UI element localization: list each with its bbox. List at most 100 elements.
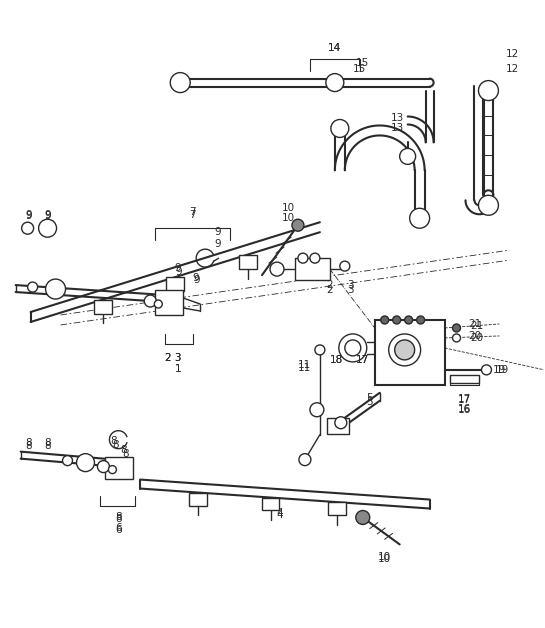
Text: 17: 17: [458, 395, 471, 405]
Text: 14: 14: [328, 43, 342, 53]
Text: 10: 10: [378, 553, 391, 563]
Circle shape: [399, 148, 416, 165]
Bar: [239, 254, 257, 269]
Circle shape: [395, 340, 415, 360]
Text: 3: 3: [348, 285, 354, 295]
Circle shape: [393, 316, 401, 324]
Bar: [262, 497, 280, 511]
Text: 9: 9: [192, 273, 198, 283]
Text: 13: 13: [391, 114, 404, 124]
Text: 3: 3: [348, 280, 354, 290]
Circle shape: [335, 417, 347, 429]
Text: 9: 9: [44, 210, 51, 220]
Text: 8: 8: [110, 436, 117, 446]
Circle shape: [326, 73, 344, 92]
Text: 11: 11: [298, 363, 312, 373]
Circle shape: [46, 279, 65, 299]
Circle shape: [345, 340, 361, 356]
Circle shape: [63, 456, 72, 465]
Text: 8: 8: [25, 438, 32, 448]
Text: 20: 20: [470, 333, 483, 343]
Circle shape: [452, 334, 461, 342]
Circle shape: [154, 300, 162, 308]
Text: 2: 2: [326, 280, 333, 290]
Text: 10: 10: [281, 203, 294, 214]
Text: 10: 10: [378, 555, 391, 565]
Text: 13: 13: [391, 124, 404, 134]
Circle shape: [292, 219, 304, 231]
Circle shape: [270, 262, 284, 276]
Circle shape: [404, 316, 413, 324]
Circle shape: [452, 324, 461, 332]
Text: 9: 9: [215, 227, 221, 237]
Text: 8: 8: [44, 441, 51, 451]
Text: 19: 19: [493, 365, 506, 375]
Text: 15: 15: [356, 58, 370, 68]
Text: 1: 1: [175, 364, 181, 374]
Bar: [327, 418, 349, 434]
Text: 15: 15: [353, 63, 366, 73]
Text: 12: 12: [506, 63, 519, 73]
Circle shape: [389, 334, 421, 366]
Text: 8: 8: [122, 448, 129, 458]
Text: 18: 18: [330, 355, 343, 365]
Text: 14: 14: [328, 43, 342, 53]
Text: 8: 8: [115, 512, 122, 522]
Text: 9: 9: [193, 275, 199, 285]
Text: 6: 6: [115, 526, 122, 536]
Bar: [328, 502, 346, 515]
Circle shape: [28, 282, 38, 292]
Text: 9: 9: [175, 267, 181, 277]
Text: 21: 21: [470, 321, 483, 331]
Text: 4: 4: [277, 509, 283, 519]
Circle shape: [39, 219, 57, 237]
Text: 11: 11: [298, 360, 312, 370]
Text: 9: 9: [25, 211, 32, 221]
Text: 21: 21: [468, 319, 481, 329]
Bar: [155, 290, 183, 315]
Bar: [94, 300, 112, 313]
Bar: [166, 277, 184, 291]
Text: 17: 17: [356, 355, 370, 365]
Text: 8: 8: [120, 445, 126, 455]
Text: 17: 17: [356, 355, 370, 365]
Text: 1: 1: [175, 364, 181, 374]
Text: 2 3: 2 3: [165, 353, 181, 363]
Text: 12: 12: [506, 48, 519, 58]
Text: 6: 6: [115, 524, 122, 533]
Circle shape: [381, 316, 389, 324]
Text: 17: 17: [458, 394, 471, 404]
Bar: [375, 320, 445, 385]
Circle shape: [144, 295, 156, 307]
Circle shape: [315, 345, 325, 355]
Bar: [295, 258, 330, 280]
Text: 7: 7: [189, 210, 196, 220]
Text: 5: 5: [366, 397, 373, 407]
Circle shape: [299, 453, 311, 465]
Text: 16: 16: [458, 404, 471, 414]
Circle shape: [22, 222, 34, 234]
Circle shape: [170, 73, 190, 92]
Text: 8: 8: [25, 441, 32, 451]
Circle shape: [98, 460, 110, 473]
Circle shape: [310, 253, 320, 263]
Text: 9: 9: [215, 239, 221, 249]
Bar: [105, 457, 134, 479]
Circle shape: [310, 403, 324, 417]
Circle shape: [298, 253, 308, 263]
Circle shape: [416, 316, 425, 324]
Circle shape: [479, 80, 499, 100]
Text: 18: 18: [330, 355, 343, 365]
Circle shape: [481, 365, 492, 375]
Text: 9: 9: [44, 211, 51, 221]
Text: 2: 2: [326, 285, 333, 295]
Bar: [189, 492, 207, 506]
Text: 8: 8: [112, 440, 119, 450]
Text: 16: 16: [458, 405, 471, 414]
Text: 4: 4: [277, 511, 283, 521]
Circle shape: [340, 261, 350, 271]
Text: 19: 19: [496, 365, 509, 375]
Text: 8: 8: [44, 438, 51, 448]
Circle shape: [331, 119, 349, 138]
Bar: [450, 375, 480, 383]
